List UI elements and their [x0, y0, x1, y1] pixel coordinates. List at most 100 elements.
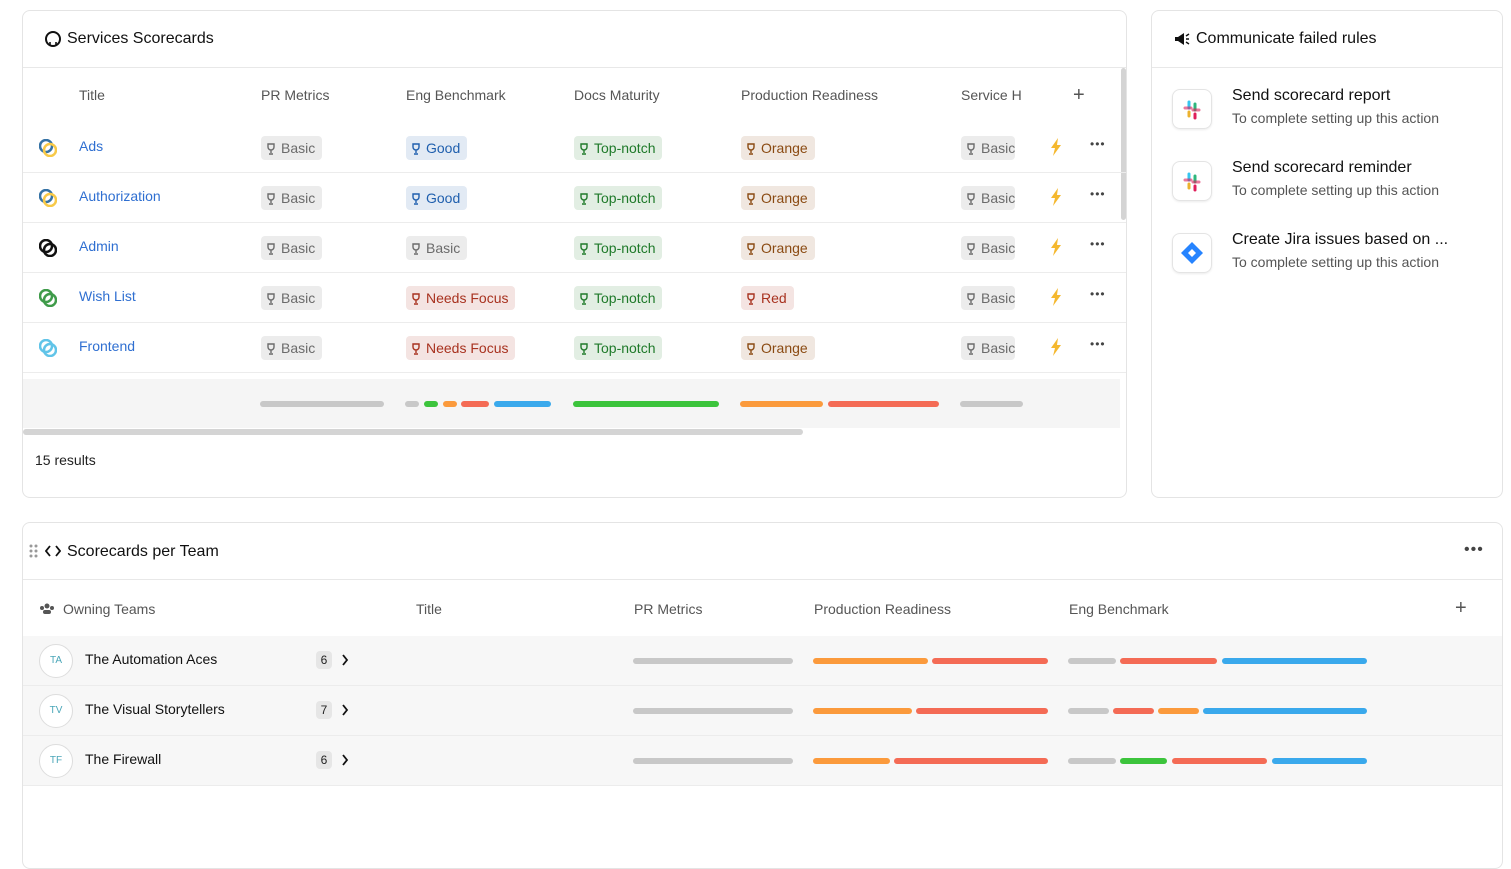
level-badge: Basic	[261, 236, 323, 260]
team-avatar: TF	[39, 744, 73, 778]
card-title: Scorecards per Team	[67, 543, 219, 560]
service-link[interactable]: Ads	[79, 138, 104, 154]
action-bolt[interactable]	[1050, 188, 1062, 209]
badge-label: Good	[426, 140, 461, 156]
badge-label: Basic	[281, 290, 316, 306]
distribution-segment	[424, 401, 438, 407]
badge-label: Orange	[761, 240, 808, 256]
summary-row	[23, 379, 1120, 428]
row-menu[interactable]: •••	[1090, 337, 1106, 351]
h-scrollbar[interactable]	[23, 429, 803, 435]
card-title: Services Scorecards	[67, 30, 214, 47]
distribution-segment	[813, 708, 912, 714]
column-header: Production Readiness	[741, 87, 878, 103]
column-header: Production Readiness	[814, 601, 951, 617]
level-badge: Orange	[741, 336, 815, 360]
badge-label: Basic	[281, 140, 316, 156]
action-title[interactable]: Create Jira issues based on ...	[1232, 231, 1449, 248]
action-bolt[interactable]	[1050, 138, 1062, 159]
distribution-segment	[1068, 658, 1116, 664]
level-badge: Good	[406, 136, 468, 160]
service-link[interactable]: Frontend	[79, 338, 136, 354]
level-badge: Basic	[961, 336, 1016, 360]
add-column[interactable]: +	[1073, 84, 1085, 106]
service-link[interactable]: Admin	[79, 238, 119, 254]
level-badge: Basic	[261, 186, 323, 210]
badge-label: Basic	[981, 190, 1016, 206]
level-badge: Top-notch	[574, 186, 663, 210]
service-icon	[38, 188, 58, 208]
distribution-segment	[916, 708, 1048, 714]
badge-label: Top-notch	[594, 140, 656, 156]
add-column[interactable]: +	[1455, 597, 1467, 619]
row-menu[interactable]: •••	[1090, 187, 1106, 201]
badge-label: Basic	[981, 140, 1016, 156]
team-count: 6	[316, 751, 332, 769]
action-bolt[interactable]	[1050, 238, 1062, 259]
service-link[interactable]: Wish List	[79, 288, 136, 304]
action-subtitle: To complete setting up this action	[1232, 110, 1440, 126]
action-title[interactable]: Send scorecard report	[1232, 87, 1391, 104]
row-menu[interactable]: •••	[1090, 237, 1106, 251]
column-header: PR Metrics	[261, 87, 330, 103]
level-badge: Basic	[961, 136, 1016, 160]
action-icon	[1172, 89, 1212, 129]
level-badge: Basic	[961, 186, 1016, 210]
card-title: Communicate failed rules	[1196, 30, 1377, 47]
badge-label: Top-notch	[594, 240, 656, 256]
row-menu[interactable]: •••	[1090, 137, 1106, 151]
action-bolt[interactable]	[1050, 338, 1062, 359]
level-badge: Basic	[261, 286, 323, 310]
distribution-segment	[633, 708, 793, 714]
level-badge: Top-notch	[574, 136, 663, 160]
distribution-segment	[633, 758, 793, 764]
v-scrollbar[interactable]	[1121, 68, 1126, 220]
level-badge: Needs Focus	[406, 286, 516, 310]
distribution-segment	[813, 758, 890, 764]
action-icon	[1172, 161, 1212, 201]
action-subtitle: To complete setting up this action	[1232, 182, 1440, 198]
column-header: Eng Benchmark	[406, 87, 506, 103]
level-badge: Orange	[741, 186, 815, 210]
action-bolt[interactable]	[1050, 288, 1062, 309]
badge-label: Basic	[426, 240, 461, 256]
action-subtitle: To complete setting up this action	[1232, 254, 1440, 270]
service-link[interactable]: Authorization	[79, 188, 161, 204]
level-badge: Basic	[261, 336, 323, 360]
row-menu[interactable]: •••	[1090, 287, 1106, 301]
more-menu[interactable]: •••	[1464, 541, 1484, 558]
expand-chevron[interactable]	[341, 753, 349, 769]
level-badge: Orange	[741, 236, 815, 260]
action-title[interactable]: Send scorecard reminder	[1232, 159, 1412, 176]
distribution-segment	[813, 658, 928, 664]
drag-handle[interactable]	[29, 544, 39, 558]
actions-card: Communicate failed rules Send scorecard …	[1151, 10, 1503, 498]
team-count: 7	[316, 701, 332, 719]
team-avatar: TV	[39, 694, 73, 728]
distribution-segment	[461, 401, 489, 407]
distribution-segment	[443, 401, 457, 407]
github-icon	[45, 31, 61, 47]
table-row: Ads Basic Good Top-notch Orange Basic •••	[23, 123, 1126, 173]
badge-label: Top-notch	[594, 290, 656, 306]
table-row: Frontend Basic Needs Focus Top-notch Orange B…	[23, 323, 1126, 373]
megaphone-icon	[1175, 33, 1190, 45]
level-badge: Basic	[961, 236, 1016, 260]
table-row: Admin Basic Basic Top-notch Orange Basic •••	[23, 223, 1126, 273]
expand-chevron[interactable]	[341, 653, 349, 669]
table-row: Wish List Basic Needs Focus Top-notch Red Bas…	[23, 273, 1126, 323]
service-icon	[38, 338, 58, 358]
distribution-segment	[1120, 758, 1167, 764]
level-badge: Needs Focus	[406, 336, 516, 360]
level-badge: Orange	[741, 136, 815, 160]
level-badge: Top-notch	[574, 286, 663, 310]
level-badge: Basic	[261, 136, 323, 160]
distribution-segment	[894, 758, 1048, 764]
distribution-segment	[260, 401, 384, 407]
distribution-segment	[1068, 708, 1109, 714]
team-name: The Firewall	[85, 751, 162, 767]
expand-chevron[interactable]	[341, 703, 349, 719]
column-header: Docs Maturity	[574, 87, 660, 103]
level-badge: Basic	[406, 236, 468, 260]
column-header: Service H	[961, 87, 1022, 103]
